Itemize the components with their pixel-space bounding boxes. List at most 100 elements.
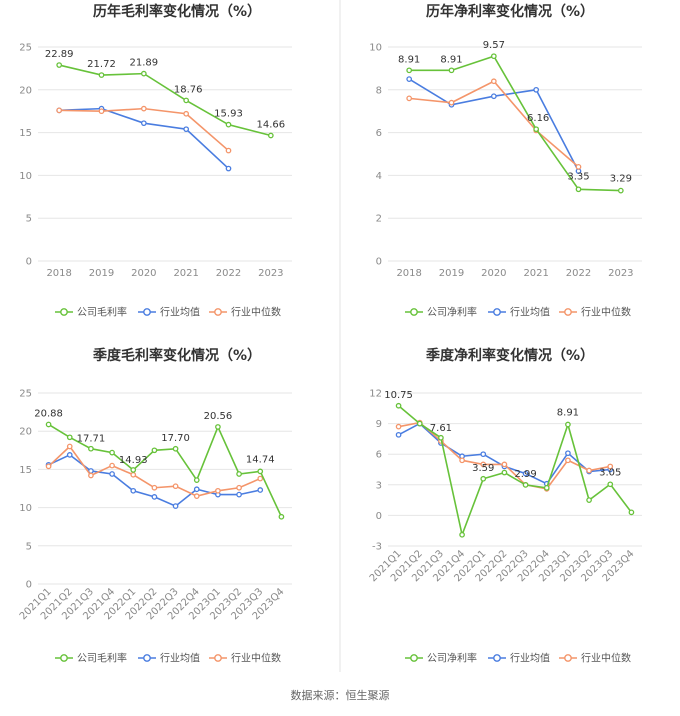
data-label: 8.91 xyxy=(440,54,462,65)
data-label: 22.89 xyxy=(45,49,74,60)
data-label: 7.61 xyxy=(430,423,452,434)
data-label: 8.91 xyxy=(398,54,420,65)
data-point-company xyxy=(278,513,285,520)
data-point-company xyxy=(416,420,423,427)
legend-item-industry-avg[interactable]: 行业均值 xyxy=(488,652,550,665)
y-tick-label: 20 xyxy=(19,85,32,96)
chart-title: 季度毛利率变化情况（%） xyxy=(92,347,261,364)
y-tick-label: 5 xyxy=(26,541,32,552)
data-point-company xyxy=(193,477,200,483)
legend-label: 公司毛利率 xyxy=(77,306,127,319)
data-point-company xyxy=(395,402,402,409)
y-tick-label: 9 xyxy=(376,419,382,430)
data-label: 3.59 xyxy=(472,463,494,474)
legend-label: 行业均值 xyxy=(160,306,200,319)
x-tick-label: 2018 xyxy=(46,268,71,279)
data-point-company xyxy=(267,132,274,139)
data-point-company xyxy=(617,187,624,194)
legend-marker xyxy=(493,308,501,316)
data-point-industry-avg xyxy=(257,487,264,493)
y-tick-label: 0 xyxy=(26,580,32,591)
series-line-company xyxy=(409,55,621,192)
legend-item-industry-median[interactable]: 行业中位数 xyxy=(209,306,281,319)
x-tick-label: 2019 xyxy=(89,268,114,279)
x-tick-label: 2021 xyxy=(523,268,548,279)
legend-label: 行业中位数 xyxy=(231,306,281,319)
legend-label: 行业均值 xyxy=(160,652,200,665)
data-label: 17.70 xyxy=(161,433,190,444)
legend-item-industry-avg[interactable]: 行业均值 xyxy=(138,306,200,319)
legend-item-industry-median[interactable]: 行业中位数 xyxy=(209,652,281,665)
x-tick-label: 2022 xyxy=(216,268,241,279)
data-point-industry-avg xyxy=(395,431,402,438)
y-tick-label: 0 xyxy=(26,257,32,268)
chart-quarterly-net-margin: 季度净利率变化情况（%）-30369122021Q12021Q22021Q320… xyxy=(368,347,642,665)
data-point-industry-median xyxy=(88,472,94,479)
y-tick-label: 2 xyxy=(376,214,382,225)
y-tick-label: 3 xyxy=(376,480,382,491)
data-point-industry-median xyxy=(98,108,105,115)
data-point-company xyxy=(66,434,73,441)
data-point-industry-median xyxy=(565,457,571,464)
y-tick-label: 10 xyxy=(369,43,382,54)
data-point-industry-avg xyxy=(236,491,242,498)
chart-title: 季度净利率变化情况（%） xyxy=(425,347,594,364)
y-tick-label: 4 xyxy=(376,171,382,182)
series-line-company xyxy=(48,423,283,518)
legend-marker xyxy=(493,654,501,662)
data-point-industry-median xyxy=(236,484,242,491)
data-point-company xyxy=(480,475,487,482)
data-point-industry-avg xyxy=(565,450,571,457)
x-tick-label: 2019 xyxy=(439,268,464,279)
data-point-industry-median xyxy=(501,461,508,468)
legend-marker xyxy=(410,654,418,662)
data-point-company xyxy=(522,482,529,488)
data-point-industry-avg xyxy=(193,486,200,493)
legend-item-industry-median[interactable]: 行业中位数 xyxy=(559,306,631,319)
data-point-industry-avg xyxy=(522,470,529,477)
data-point-industry-median xyxy=(130,471,137,478)
data-point-company xyxy=(628,509,635,516)
data-point-company xyxy=(236,471,242,477)
data-label: 21.89 xyxy=(130,58,159,69)
chart-annual-gross-margin: 历年毛利率变化情况（%） 0 5 10 15 20 25 2018 2019 2020 2021 20… xyxy=(19,3,292,319)
series-line-company xyxy=(58,64,272,137)
data-point-company xyxy=(109,449,115,456)
legend-item-industry-median[interactable]: 行业中位数 xyxy=(559,652,631,665)
legend-marker xyxy=(564,308,572,316)
y-tick-label: 12 xyxy=(369,389,382,400)
data-point-industry-median xyxy=(140,105,147,112)
x-tick-label: 2018 xyxy=(396,268,421,279)
data-point-industry-avg xyxy=(490,93,497,100)
data-point-company xyxy=(565,421,571,428)
data-label: 3.05 xyxy=(599,467,621,478)
data-point-industry-median xyxy=(480,461,487,468)
y-tick-label: -3 xyxy=(372,542,382,553)
legend-item-company[interactable]: 公司净利率 xyxy=(405,306,477,319)
series-line-industry-avg xyxy=(59,107,230,170)
legend-item-company[interactable]: 公司毛利率 xyxy=(55,652,127,665)
y-tick-label: 10 xyxy=(19,171,32,182)
data-point-company xyxy=(586,497,592,503)
legend-marker xyxy=(564,654,572,662)
legend-item-industry-avg[interactable]: 行业均值 xyxy=(488,306,550,319)
data-point-company xyxy=(406,67,413,74)
data-point-company xyxy=(438,434,444,441)
data-point-industry-avg xyxy=(109,471,115,477)
legend-item-company[interactable]: 公司毛利率 xyxy=(55,306,127,319)
y-tick-label: 0 xyxy=(376,257,382,268)
legend-item-company[interactable]: 公司净利率 xyxy=(405,652,477,665)
legend-item-industry-avg[interactable]: 行业均值 xyxy=(138,652,200,665)
data-point-industry-median xyxy=(66,443,73,450)
data-point-industry-avg xyxy=(406,76,413,82)
chart-quarterly-gross-margin: 季度毛利率变化情况（%）05101520252021Q12021Q22021Q3… xyxy=(18,347,292,665)
data-label: 17.71 xyxy=(77,434,106,445)
data-point-company xyxy=(215,424,221,430)
data-label: 9.57 xyxy=(483,40,505,51)
data-label: 3.29 xyxy=(610,174,632,185)
data-label: 18.76 xyxy=(174,84,203,95)
data-point-industry-median xyxy=(172,483,179,490)
data-point-company xyxy=(257,468,264,475)
